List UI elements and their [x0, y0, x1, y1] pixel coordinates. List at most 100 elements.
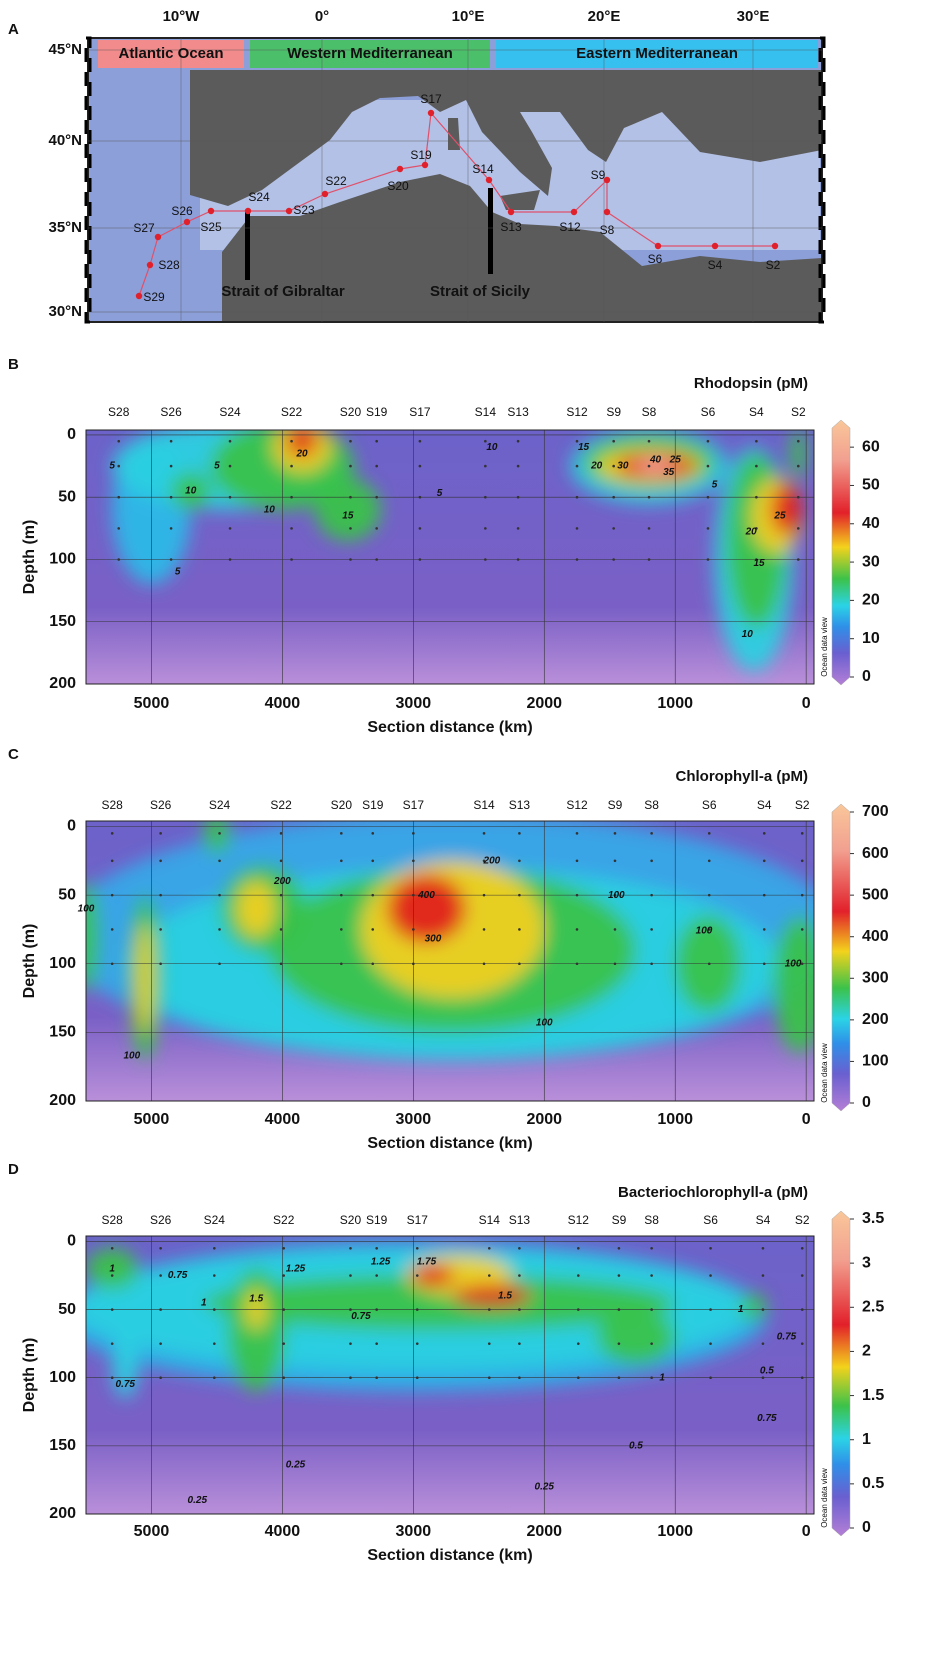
sample-dot [650, 1342, 653, 1345]
station-label: S20 [387, 179, 409, 193]
credit: Ocean data view [820, 617, 829, 677]
station-label: S28 [158, 258, 180, 272]
station-label: S22 [325, 174, 347, 188]
x-tick-label: 3000 [396, 1111, 432, 1128]
contour-label: 1 [738, 1304, 744, 1315]
x-tick-label: 1000 [657, 695, 693, 712]
station-label: S14 [472, 162, 494, 176]
y-tick-label: 50 [58, 1301, 76, 1318]
sample-dot [518, 1274, 521, 1277]
station-label: S2 [791, 405, 806, 419]
station-label: S4 [756, 1213, 771, 1227]
station-label: S13 [509, 1213, 531, 1227]
sample-dot [618, 1274, 621, 1277]
credit: Ocean data view [820, 1043, 829, 1103]
sample-dot [213, 1274, 216, 1277]
sample-dot [159, 832, 162, 835]
station-label: S8 [644, 1213, 659, 1227]
sample-dot [762, 1342, 765, 1345]
station-label: S13 [507, 405, 529, 419]
sample-dot [576, 928, 579, 931]
sample-dot [762, 1247, 765, 1250]
station-label: S6 [703, 1213, 718, 1227]
colorbar-tick-label: 500 [862, 886, 889, 903]
contour-label: 0.5 [629, 1441, 643, 1452]
sample-dot [213, 1247, 216, 1250]
station-dot [486, 177, 492, 183]
x-axis-title: Section distance (km) [367, 1547, 532, 1564]
concentration-patch [227, 1269, 285, 1392]
sample-dot [650, 832, 653, 835]
y-tick-label: 50 [58, 886, 76, 903]
colorbar-tick-label: 30 [862, 553, 880, 570]
map [86, 38, 824, 322]
panel-letter: A [8, 21, 19, 38]
colorbar-tick-label: 600 [862, 845, 889, 862]
sample-dot [375, 1342, 378, 1345]
station-label: S24 [219, 405, 241, 419]
sample-dot [576, 527, 579, 530]
figure: A10°W0°10°E20°E30°E45°N40°N35°N30°NAtlan… [0, 0, 939, 1667]
colorbar-tick-label: 3.5 [862, 1210, 884, 1227]
strait-bar [245, 212, 250, 280]
station-label: S22 [273, 1213, 295, 1227]
concentration-patch [137, 923, 153, 1033]
concentration-patch [597, 1310, 676, 1365]
x-tick-label: 0 [802, 695, 811, 712]
sample-dot [111, 928, 114, 931]
credit: Ocean data view [820, 1468, 829, 1528]
contour-label: 1.5 [249, 1293, 263, 1304]
colorbar-tick-label: 0.5 [862, 1475, 884, 1492]
station-label: S12 [566, 405, 588, 419]
colorbar [832, 804, 850, 1111]
x-tick-label: 4000 [265, 1523, 301, 1540]
lon-label: 30°E [737, 8, 770, 25]
station-label: S17 [409, 405, 431, 419]
sample-dot [170, 440, 173, 443]
contour-label: 15 [753, 558, 765, 569]
contour-label: 1 [109, 1263, 115, 1274]
station-label: S4 [749, 405, 764, 419]
contour-label: 10 [486, 442, 498, 453]
station-label: S9 [591, 168, 606, 182]
contour-label: 5 [437, 488, 443, 499]
panel-letter: B [8, 356, 19, 373]
contour-label: 100 [696, 925, 713, 936]
station-dot [712, 243, 718, 249]
station-label: S26 [150, 798, 172, 812]
station-label: S6 [702, 798, 717, 812]
sample-dot [375, 1247, 378, 1250]
colorbar-tick-label: 2.5 [862, 1299, 884, 1316]
y-tick-label: 0 [67, 1233, 76, 1250]
station-dot [136, 293, 142, 299]
colorbar-tick-label: 400 [862, 928, 889, 945]
sample-dot [280, 928, 283, 931]
strait-label: Strait of Gibraltar [221, 283, 345, 300]
contour-label: 100 [536, 1017, 553, 1028]
sample-dot [763, 860, 766, 863]
colorbar-tick-label: 700 [862, 803, 889, 820]
sample-dot [488, 1247, 491, 1250]
sample-dot [213, 1342, 216, 1345]
sample-dot [577, 1274, 580, 1277]
station-dot [397, 166, 403, 172]
contour-label: 35 [663, 467, 675, 478]
sample-dot [709, 1247, 712, 1250]
contour-label: 0.25 [286, 1460, 306, 1471]
sample-dot [618, 1247, 621, 1250]
lon-label: 10°E [452, 8, 485, 25]
lat-label: 45°N [48, 41, 82, 58]
strait-bar [488, 188, 493, 274]
y-tick-label: 0 [67, 818, 76, 835]
station-label: S28 [102, 1213, 124, 1227]
station-dot [422, 162, 428, 168]
sample-dot [801, 928, 804, 931]
sample-dot [650, 928, 653, 931]
station-label: S2 [795, 798, 810, 812]
x-tick-label: 2000 [526, 695, 562, 712]
sample-dot [707, 527, 710, 530]
x-tick-label: 4000 [265, 695, 301, 712]
sample-dot [648, 440, 651, 443]
concentration-patch [741, 1293, 767, 1320]
station-label: S26 [160, 405, 182, 419]
